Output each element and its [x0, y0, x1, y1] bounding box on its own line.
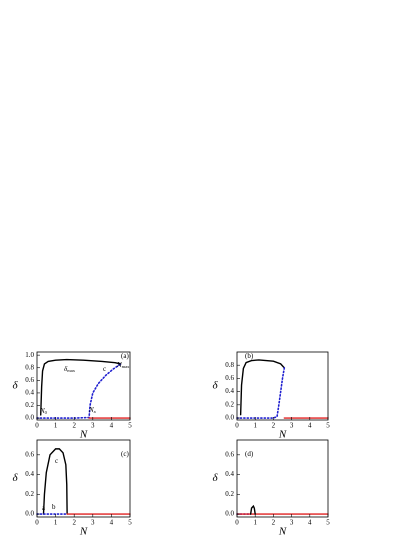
- data-line: [42, 448, 68, 515]
- plot-frame: [36, 351, 131, 421]
- data-line: [239, 359, 286, 416]
- annotation-text: (c): [121, 450, 129, 458]
- panel: 0 1 2 3 4 5 0.0 0.2 0.4 0.6 0.8 Nδ (b): [212, 351, 330, 441]
- x-tick-label: 1: [54, 519, 58, 527]
- x-tick-label: 3: [290, 422, 294, 430]
- annotation-text: δ: [64, 365, 68, 373]
- y-tick-label: 0.0: [225, 414, 234, 422]
- y-tick-label: 0.4: [25, 389, 34, 397]
- x-tick-label: 0: [35, 519, 39, 527]
- x-tick-label: 4: [308, 422, 312, 430]
- x-axis-label: N: [278, 526, 287, 537]
- x-tick-label: 4: [308, 519, 312, 527]
- annotation-subscript: max: [122, 364, 130, 369]
- data-line: [36, 363, 122, 419]
- x-tick-label: 0: [35, 422, 39, 430]
- x-tick-label: 5: [326, 422, 330, 430]
- annotation-subscript: 0: [45, 410, 48, 415]
- annotation-text: a: [42, 504, 46, 512]
- annotation: N0: [39, 407, 48, 415]
- annotation: b: [52, 503, 56, 511]
- y-tick-label: 0.6: [225, 374, 234, 382]
- y-tick-label: 0.0: [225, 510, 234, 518]
- x-axis-label: N: [278, 429, 287, 441]
- y-tick-label: 0.6: [25, 450, 34, 458]
- y-tick-label: 0.0: [25, 414, 34, 422]
- panel: 0 1 2 3 4 5 0.0 0.2 0.4 0.6 Nδ (d): [212, 439, 330, 537]
- y-axis-label: δ: [212, 380, 218, 392]
- y-tick-label: 0.6: [225, 450, 234, 458]
- annotation-text: N: [116, 361, 122, 369]
- x-tick-label: 0: [235, 422, 239, 430]
- annotation: (a): [121, 352, 129, 360]
- x-tick-label: 2: [272, 519, 276, 527]
- y-tick-label: 0.6: [25, 376, 34, 384]
- plot-frame: [236, 439, 329, 518]
- annotation: (c): [121, 450, 129, 458]
- annotation-text: N: [88, 406, 94, 414]
- y-tick-label: 0.8: [225, 361, 234, 369]
- y-tick-label: 0.2: [25, 490, 34, 498]
- annotation-text: (b): [245, 352, 254, 360]
- annotation: c: [103, 365, 106, 373]
- annotation-text: b: [52, 503, 56, 511]
- annotation-text: c: [103, 365, 106, 373]
- y-tick-label: 0.4: [25, 470, 34, 478]
- annotation-text: (a): [121, 352, 129, 360]
- y-tick-label: 0.4: [225, 387, 234, 395]
- panel: 0 1 2 3 4 5 0.0 0.2 0.4 0.6 Nδ (c) c a b: [12, 439, 132, 537]
- annotation-subscript: max: [67, 368, 75, 373]
- annotation: Nmax: [116, 361, 130, 369]
- annotation: a: [42, 504, 46, 512]
- y-tick-label: 0.2: [25, 401, 34, 409]
- x-tick-label: 2: [272, 422, 276, 430]
- x-tick-label: 2: [72, 519, 76, 527]
- annotation-text: (d): [245, 450, 254, 458]
- y-axis-label: δ: [212, 472, 218, 484]
- x-tick-label: 5: [128, 519, 132, 527]
- x-tick-label: 3: [290, 519, 294, 527]
- annotation: δmax: [64, 365, 76, 373]
- data-line: [40, 358, 122, 416]
- y-tick-label: 0.0: [25, 510, 34, 518]
- x-tick-label: 1: [54, 422, 58, 430]
- x-tick-label: 5: [128, 422, 132, 430]
- y-axis-label: δ: [12, 472, 18, 484]
- x-tick-label: 2: [72, 422, 76, 430]
- x-tick-label: 3: [91, 422, 95, 430]
- y-tick-label: 0.8: [25, 363, 34, 371]
- data-line: [249, 504, 256, 515]
- annotation: Na: [88, 406, 96, 414]
- y-axis-label: δ: [12, 380, 18, 392]
- annotation-subscript: a: [94, 409, 96, 414]
- x-tick-label: 0: [235, 519, 239, 527]
- x-tick-label: 4: [110, 422, 114, 430]
- y-tick-label: 0.2: [225, 490, 234, 498]
- y-tick-label: 0.2: [225, 400, 234, 408]
- annotation: c: [55, 457, 58, 465]
- x-axis-label: N: [79, 429, 88, 441]
- annotation: (d): [245, 450, 254, 458]
- x-tick-label: 5: [326, 519, 330, 527]
- x-tick-label: 1: [253, 422, 257, 430]
- annotation-text: N: [39, 407, 45, 415]
- data-line: [236, 367, 286, 419]
- x-tick-label: 3: [91, 519, 95, 527]
- y-tick-label: 0.4: [225, 470, 234, 478]
- plot-frame: [236, 351, 329, 421]
- annotation-text: c: [55, 457, 58, 465]
- plot-frame: [36, 439, 131, 518]
- x-tick-label: 4: [110, 519, 114, 527]
- x-axis-label: N: [79, 526, 88, 537]
- x-tick-label: 1: [253, 519, 257, 527]
- y-tick-label: 1.0: [25, 351, 34, 359]
- annotation: (b): [245, 352, 254, 360]
